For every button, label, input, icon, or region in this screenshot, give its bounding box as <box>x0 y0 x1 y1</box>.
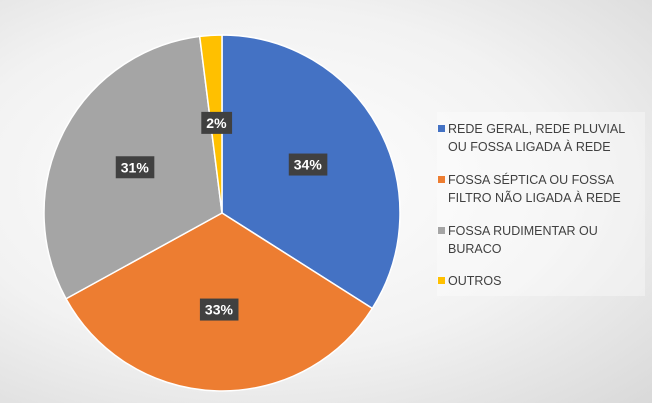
legend-item: OUTROS <box>438 272 633 290</box>
legend-swatch <box>438 227 445 234</box>
legend-label: OUTROS <box>448 274 502 288</box>
data-label-box <box>288 153 328 176</box>
legend-swatch <box>438 277 445 284</box>
legend-item: FOSSA SÉPTICA OU FOSSA FILTRO NÃO LIGADA… <box>438 171 633 207</box>
data-label-box <box>199 298 239 321</box>
data-label-text: 31% <box>121 159 150 175</box>
legend-item: REDE GERAL, REDE PLUVIAL OU FOSSA LIGADA… <box>438 120 633 156</box>
data-label-box <box>201 111 233 134</box>
legend-label: FOSSA SÉPTICA OU FOSSA FILTRO NÃO LIGADA… <box>448 173 621 205</box>
data-label-box <box>115 156 155 179</box>
data-label-text: 33% <box>205 302 234 318</box>
data-label: 2% <box>201 111 233 134</box>
data-label: 34% <box>288 153 328 176</box>
data-label-text: 34% <box>294 157 323 173</box>
legend-item: FOSSA RUDIMENTAR OU BURACO <box>438 222 633 258</box>
legend-swatch <box>438 176 445 183</box>
legend-label: REDE GERAL, REDE PLUVIAL OU FOSSA LIGADA… <box>448 122 625 154</box>
legend: REDE GERAL, REDE PLUVIAL OU FOSSA LIGADA… <box>437 112 645 296</box>
legend-swatch <box>438 125 445 132</box>
data-label: 33% <box>199 298 239 321</box>
legend-label: FOSSA RUDIMENTAR OU BURACO <box>448 224 598 256</box>
data-label-text: 2% <box>206 115 227 131</box>
data-label: 31% <box>115 156 155 179</box>
